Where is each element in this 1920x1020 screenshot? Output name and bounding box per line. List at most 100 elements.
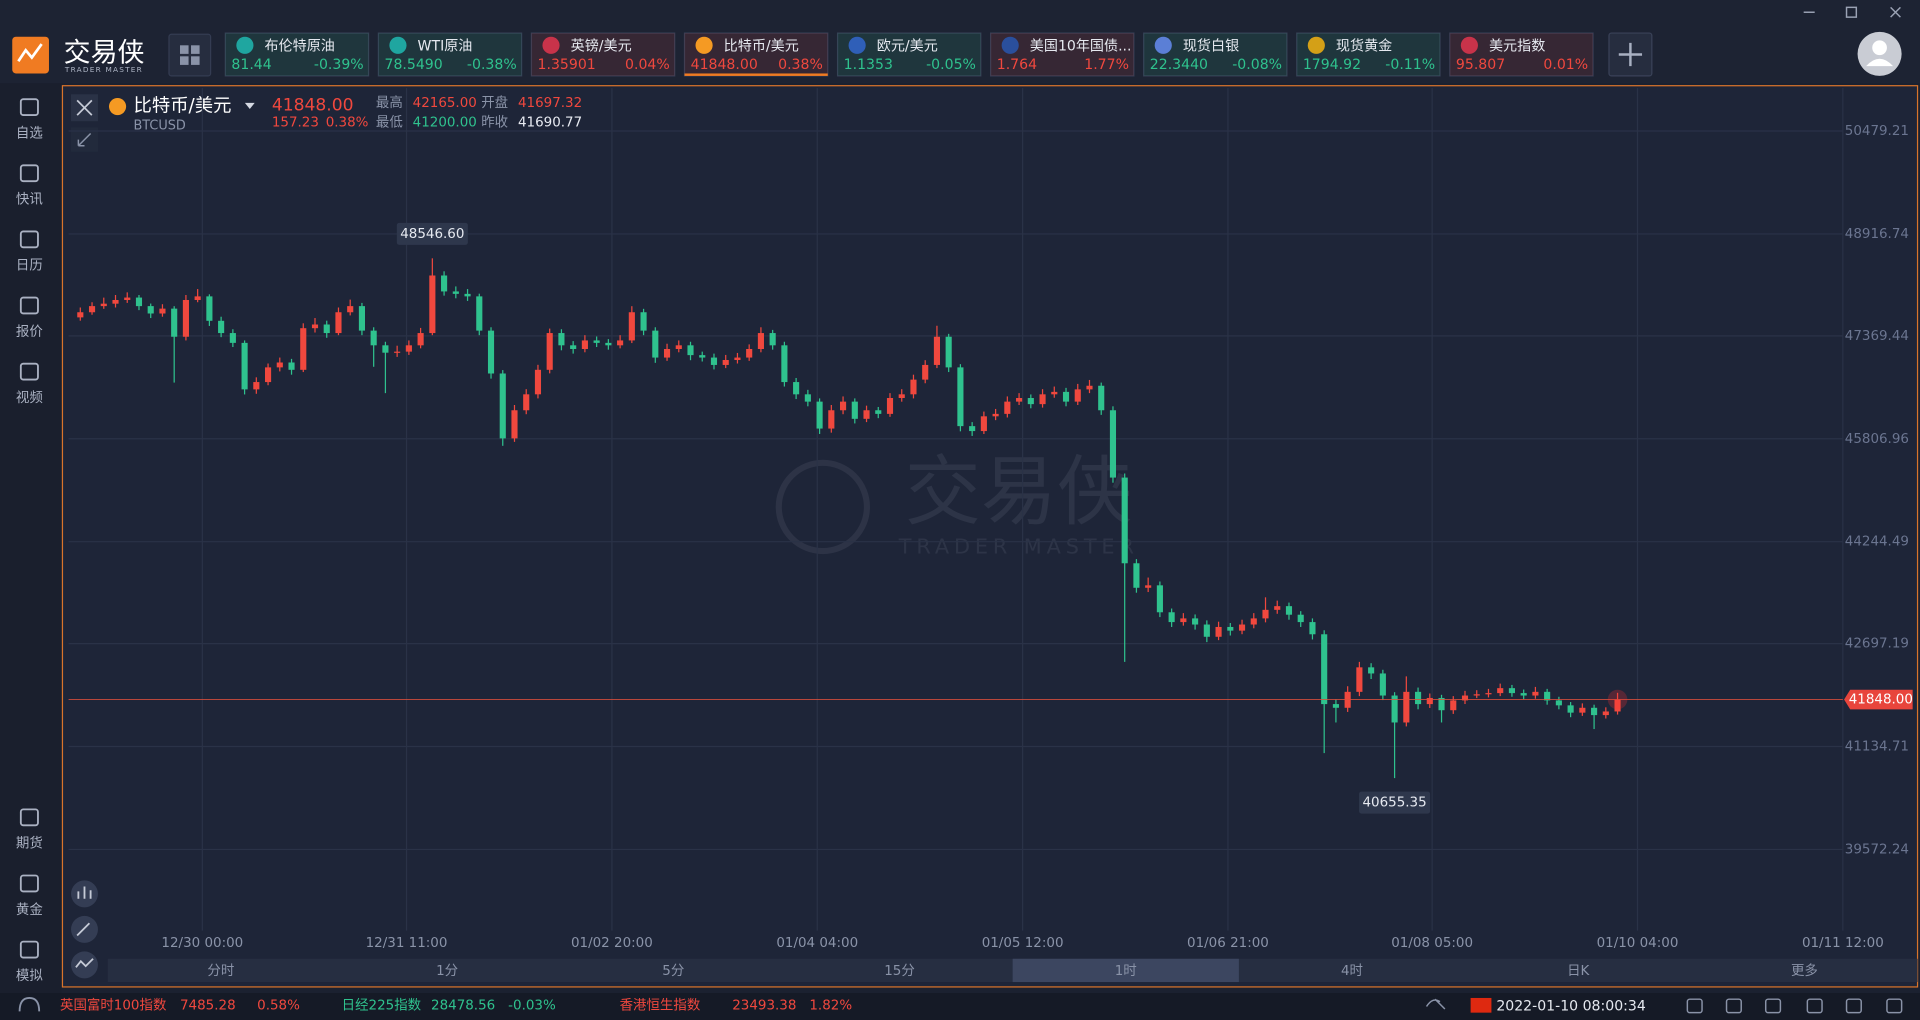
y-tick-label: 42697.19 <box>1845 637 1909 652</box>
candle-body <box>957 367 964 427</box>
sidebar-item[interactable]: 日历 <box>16 230 43 274</box>
ticker-change: 0.04% <box>625 57 670 73</box>
candle-body <box>464 293 471 297</box>
ticker-icon <box>236 36 254 54</box>
status-icon[interactable] <box>1425 998 1446 1010</box>
candle-body <box>980 416 987 432</box>
candle-body <box>675 345 682 349</box>
restore-button[interactable] <box>1845 6 1858 18</box>
timeframe-button[interactable]: 1时 <box>1012 958 1239 983</box>
timeframe-button[interactable]: 更多 <box>1791 962 1818 979</box>
x-tick-label: 01/02 20:00 <box>571 936 653 951</box>
sidebar-item[interactable]: 期货 <box>16 808 43 852</box>
candle-body <box>1426 697 1433 705</box>
candle-body <box>1297 614 1304 623</box>
watermark-logo <box>775 459 870 555</box>
ticker-change: -0.08% <box>1232 57 1282 73</box>
status-tool-icon[interactable] <box>1886 998 1903 1014</box>
sidebar-item[interactable]: 黄金 <box>16 874 43 918</box>
ticker-card[interactable]: 美元指数 95.807 0.01% <box>1449 32 1594 77</box>
y-tick-label: 45806.96 <box>1845 432 1909 447</box>
ticker-card[interactable]: WTI原油 78.5490 -0.38% <box>377 32 523 77</box>
ticker-change: -0.38% <box>467 57 517 73</box>
support-icon[interactable] <box>18 997 41 1012</box>
timeframe-label: 1分 <box>436 963 458 979</box>
candle-body <box>276 362 283 368</box>
last-candle-glow <box>1607 689 1628 710</box>
candle-body <box>1368 667 1375 674</box>
timeframe-button[interactable]: 5分 <box>662 963 684 979</box>
candle-body <box>546 333 553 370</box>
sidebar-label: 黄金 <box>16 902 43 918</box>
ticker-card[interactable]: 布伦特原油 81.44 -0.39% <box>224 32 370 77</box>
candle-body <box>933 336 940 365</box>
sidebar-icon <box>19 874 39 893</box>
logo-mark <box>17 43 43 62</box>
candle-body <box>663 348 671 358</box>
ticker-card[interactable]: 现货黄金 1794.92 -0.11% <box>1296 32 1441 77</box>
ticker-card[interactable]: 比特币/美元 41848.00 0.38% <box>683 32 829 77</box>
timeframe-selected <box>1012 958 1239 983</box>
instrument-name: 比特币/美元 <box>133 96 231 117</box>
candle-body <box>112 299 119 304</box>
chart-close-button[interactable] <box>71 94 98 122</box>
timeframe-button[interactable]: 日K <box>1567 964 1590 979</box>
close-button[interactable] <box>1890 6 1901 18</box>
ticker-bg <box>1449 32 1594 77</box>
candle-body <box>570 345 577 349</box>
candle-body <box>851 401 858 419</box>
dropdown-arrow[interactable] <box>244 102 255 109</box>
timeframe-button[interactable]: 1分 <box>436 963 458 979</box>
ticker-change: -0.11% <box>1385 57 1435 73</box>
ticker-card[interactable]: 现货白银 22.3440 -0.08% <box>1143 32 1288 77</box>
status-tool-icon[interactable] <box>1845 998 1862 1014</box>
candle-body <box>1379 673 1386 696</box>
timeframe-button[interactable]: 4时 <box>1341 963 1363 979</box>
x-tick-label: 12/30 00:00 <box>161 936 243 951</box>
candle-body <box>1356 667 1363 692</box>
layout-button[interactable] <box>168 33 212 77</box>
avatar[interactable] <box>1857 31 1902 76</box>
candle-body <box>746 348 753 358</box>
sidebar-label: 模拟 <box>16 968 43 984</box>
x-tick-label: 01/05 12:00 <box>982 936 1064 951</box>
candle-body <box>1473 694 1480 696</box>
stat-label: 昨收 <box>481 114 508 130</box>
timeframe-button[interactable]: 15分 <box>884 963 915 979</box>
candle-body <box>218 320 225 334</box>
candle-body <box>757 333 764 349</box>
ticker-name: WTI原油 <box>418 39 473 55</box>
sidebar-item[interactable]: 模拟 <box>16 940 43 984</box>
timeframe-label: 更多 <box>1791 962 1818 979</box>
sidebar-item[interactable]: 报价 <box>16 296 43 340</box>
y-tick-label: 48916.74 <box>1845 227 1909 242</box>
candle-body <box>1145 585 1152 588</box>
candle-body <box>710 357 718 365</box>
candle-body <box>1579 707 1586 713</box>
add-ticker-button[interactable] <box>1608 32 1653 77</box>
ticker-card[interactable]: 美国10年国债... 1.764 1.77% <box>990 32 1135 77</box>
status-tool-icon[interactable] <box>1725 998 1742 1014</box>
ticker-price: 1794.92 <box>1303 57 1361 73</box>
candle-body <box>1039 394 1046 405</box>
status-tool-icon[interactable] <box>1806 998 1823 1014</box>
sidebar-item[interactable]: 自选 <box>16 98 43 141</box>
sidebar-item[interactable]: 视频 <box>16 362 43 406</box>
sidebar-item[interactable]: 快讯 <box>16 164 43 208</box>
index-change: 0.58% <box>257 998 300 1013</box>
candle-body <box>159 308 166 314</box>
timeframe-button[interactable]: 分时 <box>207 963 234 979</box>
status-bar <box>0 993 1920 1020</box>
candle-body <box>1062 391 1070 402</box>
ticker-change: 0.38% <box>778 57 823 73</box>
candle-body <box>769 333 776 346</box>
instrument-price: 41848.00 <box>272 95 354 115</box>
ticker-price: 22.3440 <box>1150 57 1208 73</box>
ticker-card[interactable]: 英镑/美元 1.35901 0.04% <box>530 32 676 77</box>
status-tool-icon[interactable] <box>1686 998 1703 1014</box>
ticker-price: 78.5490 <box>384 57 442 73</box>
status-tool-icon[interactable] <box>1764 998 1782 1014</box>
ticker-card[interactable]: 欧元/美元 1.1353 -0.05% <box>836 32 982 77</box>
candle-body <box>875 410 882 414</box>
